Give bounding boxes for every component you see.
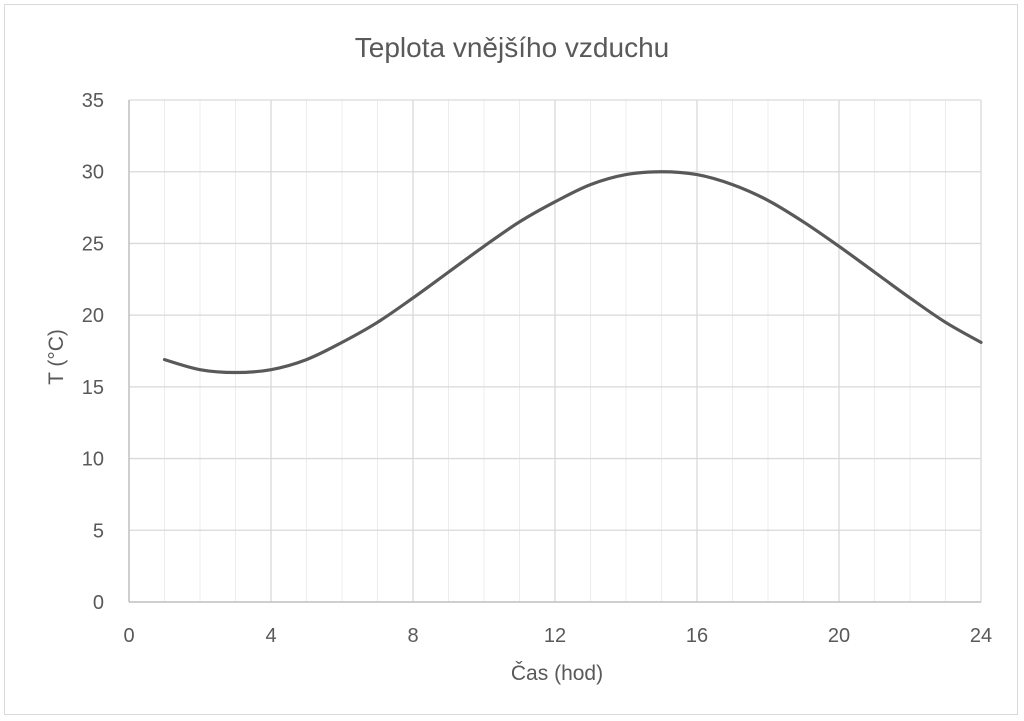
series [162,170,983,375]
tick-labels: 0 4 8 12 16 20 24 0 5 10 15 20 25 30 35 [82,90,992,647]
y-tick-label: 15 [82,377,104,399]
chart-title: Teplota vnějšího vzduchu [355,32,669,63]
y-tick-label: 5 [93,520,104,542]
x-tick-label: 8 [407,625,418,647]
line-chart: 0 4 8 12 16 20 24 0 5 10 15 20 25 30 35 Teplota vnější… [45,32,992,685]
y-tick-label: 30 [82,162,104,184]
x-tick-label: 16 [686,625,708,647]
y-tick-label: 35 [82,90,104,112]
x-tick-label: 20 [828,625,850,647]
x-tick-label: 0 [123,625,134,647]
x-tick-label: 4 [265,625,276,647]
grid [129,99,982,602]
y-tick-label: 0 [93,592,104,614]
y-tick-label: 10 [82,449,104,471]
y-tick-label: 20 [82,305,104,327]
y-axis-label: T (°C) [45,329,68,385]
x-tick-label: 24 [970,625,992,647]
x-axis-label: Čas (hod) [511,662,603,685]
temperature-series-line [162,170,983,375]
axes [128,100,981,603]
y-tick-label: 25 [82,233,104,255]
x-tick-label: 12 [544,625,566,647]
chart-frame: 0 4 8 12 16 20 24 0 5 10 15 20 25 30 35 Teplota vnější… [4,4,1018,715]
